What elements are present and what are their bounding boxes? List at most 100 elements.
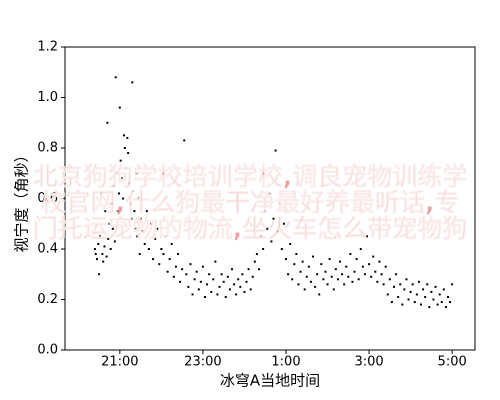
point (428, 306, 431, 309)
point (363, 273, 366, 276)
point (444, 306, 447, 309)
point (303, 288, 306, 291)
point (212, 278, 215, 281)
point (289, 242, 292, 245)
point (183, 139, 186, 142)
point (220, 273, 223, 276)
point (397, 295, 400, 298)
point (136, 235, 139, 238)
point (262, 248, 265, 250)
point (411, 283, 414, 286)
point (133, 210, 136, 213)
point (322, 278, 325, 281)
point (260, 235, 263, 238)
point (442, 288, 445, 291)
x-axis-label: 冰穹A当地时间 (220, 372, 320, 390)
point (98, 235, 101, 238)
x-tick-label: 3:00 (354, 355, 383, 370)
point (206, 283, 209, 286)
point (326, 283, 329, 286)
point (382, 283, 385, 286)
point (390, 301, 393, 304)
point (107, 237, 110, 240)
point (401, 303, 404, 306)
point (115, 172, 118, 175)
point (228, 288, 231, 291)
point (201, 265, 204, 268)
point (116, 210, 119, 213)
point (134, 227, 137, 230)
point (432, 298, 435, 301)
point (112, 184, 115, 187)
point (299, 270, 302, 273)
point (345, 265, 348, 268)
point (103, 245, 106, 248)
point (278, 202, 281, 205)
point (247, 268, 250, 271)
x-tick-label: 21:00 (101, 355, 138, 370)
point (280, 248, 283, 250)
point (284, 258, 287, 261)
point (446, 295, 449, 298)
watermark: 校官网,什么狗最干净最好养最听话,专 (41, 188, 460, 217)
point (191, 293, 194, 296)
point (203, 295, 206, 298)
point (93, 248, 96, 250)
point (334, 268, 337, 271)
y-tick-label: 0.4 (37, 242, 58, 257)
y-tick-label: 0.0 (37, 343, 58, 358)
point (102, 260, 105, 263)
point (118, 192, 121, 195)
point (162, 253, 165, 256)
point (189, 263, 192, 266)
point (384, 265, 387, 268)
point (251, 275, 254, 278)
point (320, 263, 323, 266)
point (179, 280, 182, 283)
point (276, 230, 279, 233)
x-tick-label: 5:00 (438, 355, 467, 370)
point (100, 192, 103, 195)
point (307, 265, 310, 268)
point (255, 253, 258, 256)
point (318, 293, 321, 296)
point (149, 222, 152, 225)
point (233, 283, 236, 286)
point (125, 167, 128, 170)
point (193, 278, 196, 281)
point (210, 290, 213, 293)
point (154, 237, 157, 240)
point (449, 301, 452, 304)
point (123, 147, 126, 149)
point (370, 275, 373, 278)
point (222, 280, 225, 283)
point (118, 106, 121, 109)
point (113, 240, 116, 243)
point (160, 248, 163, 250)
point (147, 248, 150, 250)
point (436, 303, 439, 306)
point (145, 210, 148, 213)
point (108, 222, 111, 225)
point (174, 265, 177, 268)
point (386, 293, 389, 296)
point (324, 270, 327, 273)
point (287, 273, 290, 276)
point (156, 227, 159, 230)
point (378, 260, 381, 263)
point (415, 293, 418, 296)
point (349, 253, 352, 256)
point (451, 283, 454, 286)
point (122, 197, 125, 200)
point (357, 278, 360, 281)
point (230, 268, 233, 271)
point (137, 197, 140, 200)
point (141, 230, 144, 233)
point (218, 285, 221, 288)
point (139, 217, 142, 220)
point (328, 258, 331, 261)
point (430, 290, 433, 293)
point (316, 273, 319, 276)
point (392, 285, 395, 288)
